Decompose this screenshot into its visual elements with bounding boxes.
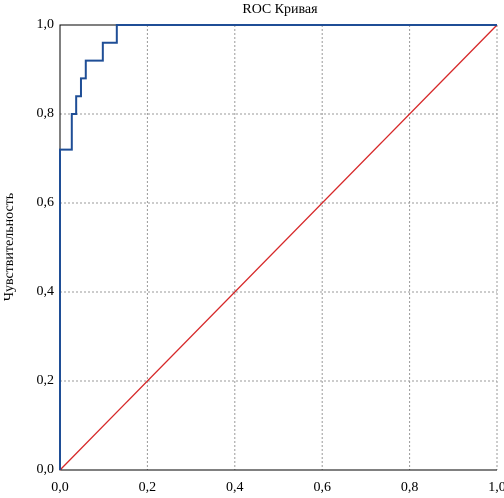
series-line (59, 24, 497, 470)
series-line (59, 24, 498, 471)
x-tick-label: 1,0 (488, 480, 504, 495)
y-tick-label: 0,2 (37, 373, 55, 388)
y-tick-label: 0,8 (37, 106, 55, 121)
x-tick-label: 0,8 (401, 480, 419, 495)
y-tick-label: 0,0 (37, 462, 55, 477)
y-axis-label: Чувствительность (2, 193, 17, 301)
x-tick-label: 0,2 (139, 480, 157, 495)
y-tick-label: 0,4 (37, 284, 55, 299)
y-tick-label: 1,0 (37, 17, 55, 32)
x-tick-label: 0,6 (313, 480, 331, 495)
x-tick-label: 0,0 (51, 480, 69, 495)
x-tick-label: 0,4 (226, 480, 244, 495)
chart-title: ROC Кривая (242, 2, 318, 17)
y-tick-label: 0,6 (37, 195, 55, 210)
